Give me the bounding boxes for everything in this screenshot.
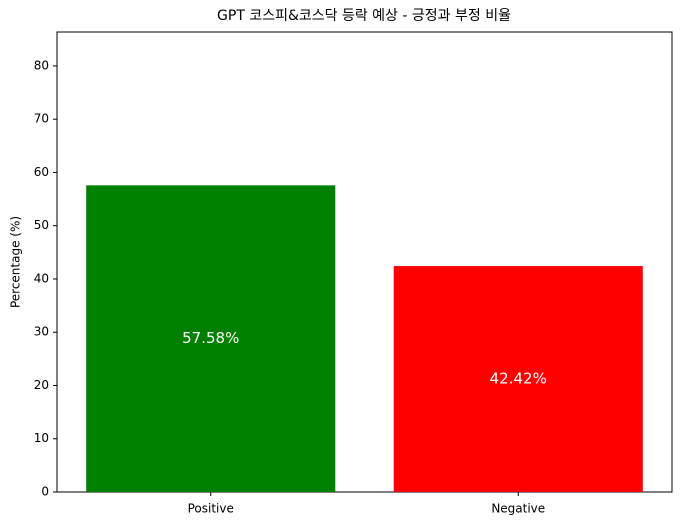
y-tick-label: 40 <box>34 271 49 285</box>
x-tick-label: Negative <box>491 502 545 516</box>
y-tick-label: 70 <box>34 112 49 126</box>
bar <box>86 185 336 493</box>
y-tick-label: 10 <box>34 431 49 445</box>
value-label: 42.42% <box>490 370 547 388</box>
y-tick-label: 30 <box>34 325 49 339</box>
y-axis-label: Percentage (%) <box>9 216 23 308</box>
chart-title: GPT 코스피&코스닥 등락 예상 - 긍정과 부정 비율 <box>217 8 511 24</box>
y-tick-label: 50 <box>34 218 49 232</box>
bar <box>393 266 643 492</box>
value-label: 57.58% <box>182 329 239 347</box>
y-tick-label: 80 <box>34 58 49 72</box>
x-tick-label: Positive <box>188 502 234 516</box>
plot-frame <box>56 31 673 493</box>
y-tick-label: 0 <box>41 485 49 499</box>
y-tick-label: 20 <box>34 378 49 392</box>
y-tick-label: 60 <box>34 165 49 179</box>
